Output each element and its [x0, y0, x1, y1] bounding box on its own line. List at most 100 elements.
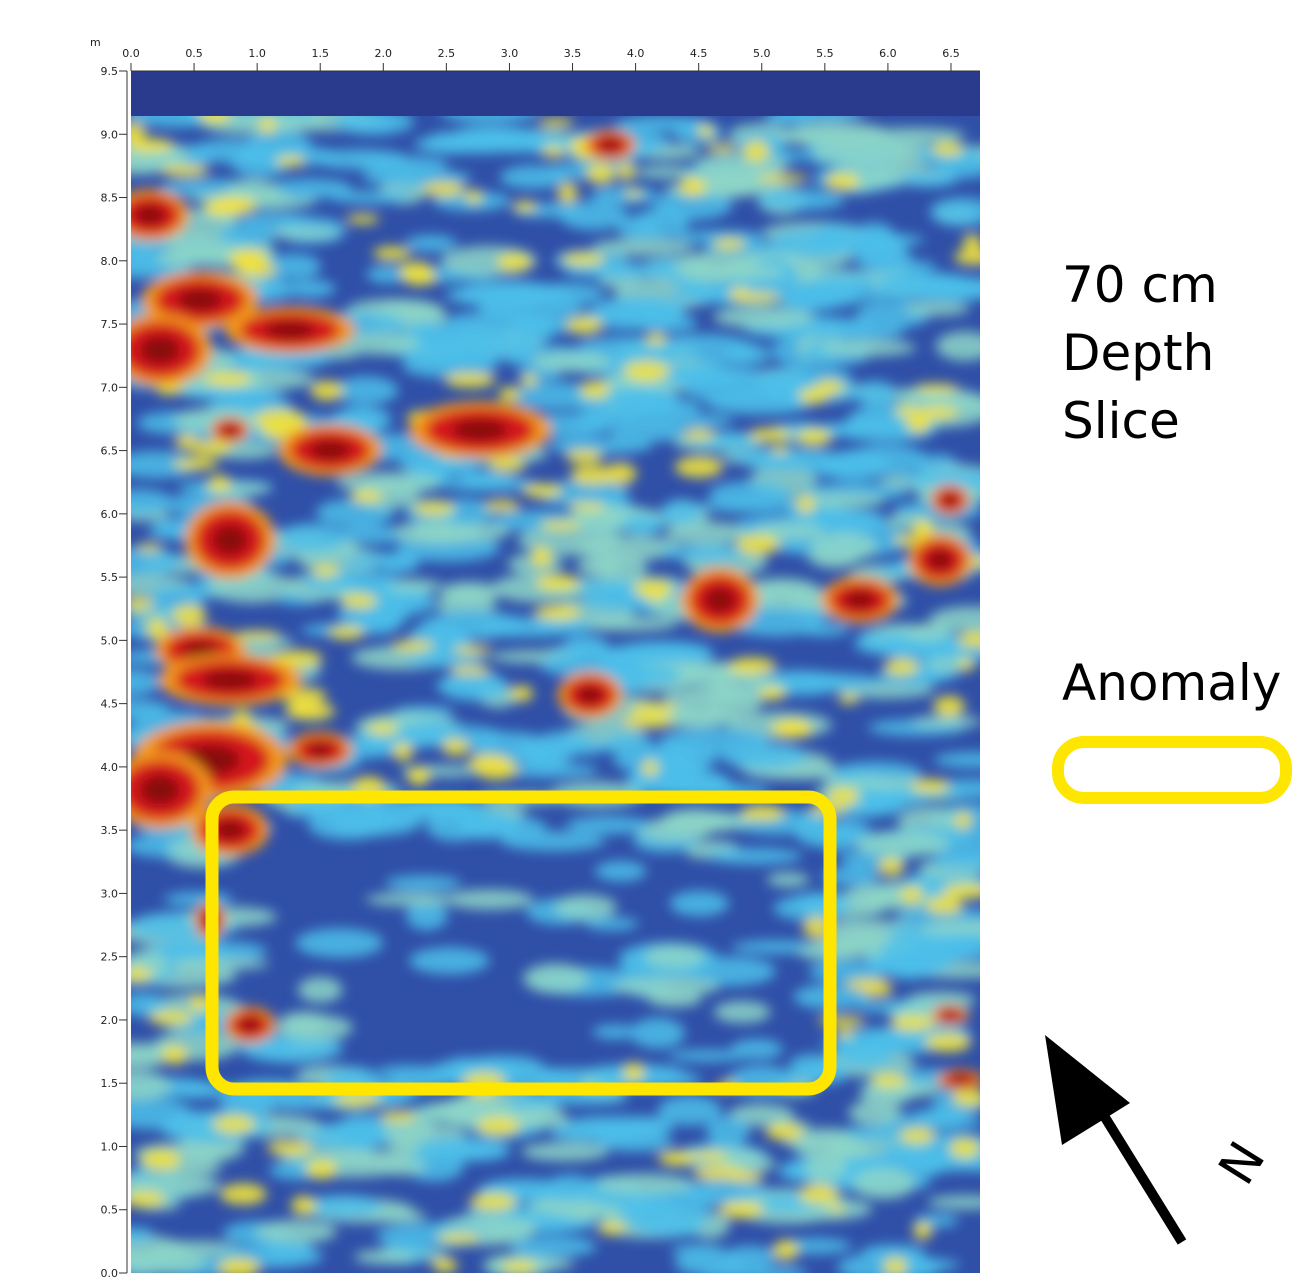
heat-blob: [232, 710, 252, 723]
heat-blob: [415, 1102, 489, 1123]
heat-blob: [838, 694, 860, 703]
heat-blob: [373, 246, 411, 260]
heat-blob: [818, 450, 890, 481]
heat-blob: [458, 810, 511, 840]
heat-blob: [956, 811, 972, 829]
heat-blob: [345, 553, 420, 567]
heat-blob: [432, 1258, 457, 1273]
heat-blob: [531, 620, 595, 634]
x-tick-label: 3.0: [501, 47, 519, 60]
heat-blob: [234, 253, 261, 274]
heat-blob: [589, 1124, 639, 1140]
heat-blob: [943, 1011, 957, 1019]
heat-blob: [951, 1076, 969, 1084]
axis-unit: m: [90, 36, 101, 49]
heat-blob: [592, 1025, 638, 1039]
heat-blob: [379, 1111, 417, 1122]
heat-blob: [208, 475, 231, 493]
heat-blob: [757, 174, 808, 183]
x-tick-label: 2.5: [438, 47, 456, 60]
heat-blob: [190, 440, 230, 456]
heat-blob: [578, 686, 603, 704]
heat-blob: [624, 189, 643, 197]
heat-blob: [939, 922, 1004, 935]
heat-blob: [223, 425, 238, 435]
legend-swatch: [1058, 742, 1286, 798]
heat-blob: [811, 222, 861, 254]
heat-blob: [767, 872, 810, 887]
heat-blob: [453, 419, 508, 441]
legend-label: Anomaly: [1062, 654, 1281, 712]
north-label: N: [1208, 1132, 1277, 1194]
heat-blob: [637, 314, 697, 333]
heat-blob: [566, 317, 603, 335]
x-tick-label: 1.5: [311, 47, 329, 60]
heat-blob: [773, 1240, 799, 1260]
heat-blob: [631, 1018, 685, 1049]
heat-blob: [598, 1222, 627, 1235]
heat-blob: [612, 977, 720, 997]
y-tick-label: 9.5: [101, 65, 119, 78]
heat-blob: [341, 593, 378, 609]
heat-blob: [659, 728, 769, 756]
heat-blob: [563, 635, 607, 655]
heat-blob: [675, 456, 723, 477]
heat-blob: [298, 977, 343, 1003]
heat-blob: [902, 470, 1004, 485]
heat-blob: [706, 1116, 749, 1147]
heat-blob: [477, 1117, 521, 1136]
heat-blob: [173, 457, 218, 470]
heat-blob: [203, 670, 258, 690]
heat-blob: [450, 666, 491, 676]
heat-blob: [914, 384, 959, 393]
heat-blob: [286, 702, 335, 721]
heat-blob: [540, 520, 581, 530]
heat-blob: [330, 191, 411, 204]
heat-blob: [422, 610, 523, 639]
heat-blob: [531, 351, 616, 372]
heat-blob: [366, 893, 457, 906]
heat-blob: [645, 333, 666, 345]
heat-blob: [566, 816, 651, 834]
heat-blob: [925, 1033, 971, 1052]
heat-blob: [829, 1205, 845, 1213]
heat-blob: [618, 389, 679, 406]
heat-blob: [604, 733, 653, 757]
heat-blob: [346, 214, 380, 224]
heat-blob: [854, 832, 950, 857]
heat-blob: [367, 723, 398, 735]
y-tick-label: 4.0: [101, 761, 119, 774]
heat-blob: [149, 1011, 193, 1026]
heat-blob: [746, 457, 812, 470]
no-data-band: [131, 71, 980, 116]
heat-blob: [501, 1261, 536, 1274]
heat-blob: [728, 657, 776, 674]
heat-blob: [116, 122, 146, 144]
x-tick-label: 6.0: [879, 47, 897, 60]
heat-blob: [164, 892, 233, 906]
heat-blob: [497, 253, 532, 272]
heat-blob: [963, 234, 983, 252]
y-tick-label: 8.0: [101, 255, 119, 268]
heat-blob: [204, 371, 252, 386]
heat-blob: [534, 605, 581, 620]
y-tick-label: 0.0: [101, 1267, 119, 1280]
heat-blob: [748, 428, 792, 442]
heat-blob: [910, 716, 982, 728]
heat-blob: [765, 1123, 803, 1140]
heat-blob: [949, 1138, 980, 1159]
heat-blob: [217, 202, 253, 214]
y-tick-label: 3.5: [101, 824, 119, 837]
heat-blob: [437, 1233, 480, 1244]
y-tick-label: 7.5: [101, 318, 119, 331]
x-tick-label: 1.0: [248, 47, 266, 60]
x-tick-label: 0.5: [185, 47, 203, 60]
heat-blob: [615, 116, 711, 132]
x-tick-label: 3.5: [564, 47, 582, 60]
heat-blob: [618, 1193, 676, 1219]
heat-blob: [489, 458, 526, 472]
heat-blob: [698, 125, 715, 138]
heat-blob: [291, 1196, 316, 1215]
heat-blob: [462, 1055, 543, 1075]
heat-blob: [907, 413, 930, 433]
